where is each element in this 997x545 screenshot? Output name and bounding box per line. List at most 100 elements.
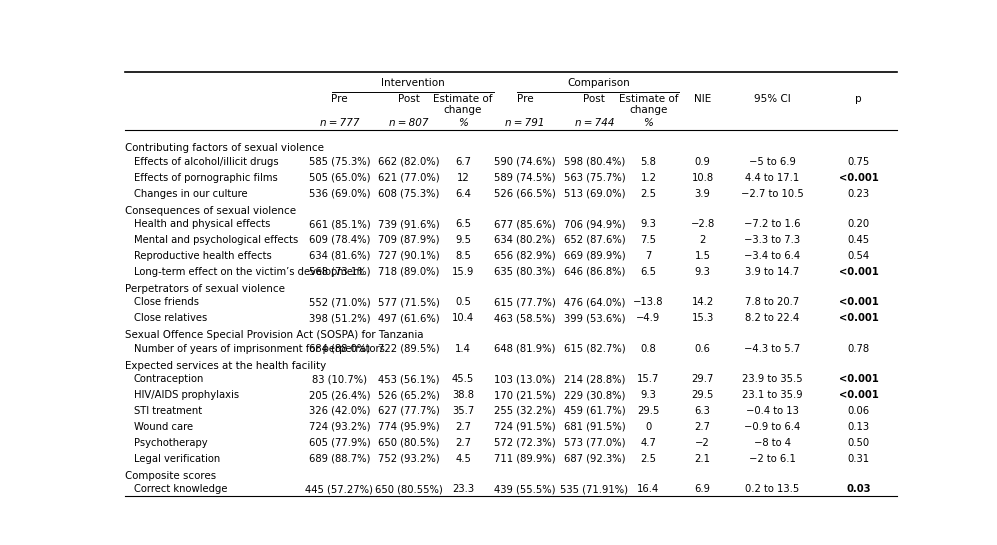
- Text: 706 (94.9%): 706 (94.9%): [563, 219, 625, 229]
- Text: 255 (32.2%): 255 (32.2%): [495, 406, 555, 416]
- Text: −2: −2: [695, 438, 710, 448]
- Text: −0.4 to 13: −0.4 to 13: [746, 406, 799, 416]
- Text: <0.001: <0.001: [838, 267, 878, 277]
- Text: Correct knowledge: Correct knowledge: [134, 485, 227, 494]
- Text: −2 to 6.1: −2 to 6.1: [749, 454, 796, 464]
- Text: 681 (91.5%): 681 (91.5%): [563, 422, 625, 432]
- Text: 29.5: 29.5: [637, 406, 660, 416]
- Text: 709 (87.9%): 709 (87.9%): [378, 235, 440, 245]
- Text: 2.7: 2.7: [455, 438, 471, 448]
- Text: 621 (77.0%): 621 (77.0%): [378, 173, 440, 183]
- Text: −4.3 to 5.7: −4.3 to 5.7: [744, 344, 801, 354]
- Text: 83 (10.7%): 83 (10.7%): [312, 374, 367, 384]
- Text: 656 (82.9%): 656 (82.9%): [495, 251, 555, 261]
- Text: 634 (81.6%): 634 (81.6%): [309, 251, 370, 261]
- Text: HIV/AIDS prophylaxis: HIV/AIDS prophylaxis: [134, 390, 239, 400]
- Text: Legal verification: Legal verification: [134, 454, 220, 464]
- Text: 35.7: 35.7: [452, 406, 475, 416]
- Text: 7.5: 7.5: [640, 235, 656, 245]
- Text: 1.5: 1.5: [695, 251, 711, 261]
- Text: Perpetrators of sexual violence: Perpetrators of sexual violence: [125, 284, 284, 294]
- Text: p: p: [855, 94, 862, 104]
- Text: 6.3: 6.3: [695, 406, 711, 416]
- Text: 29.7: 29.7: [691, 374, 714, 384]
- Text: 661 (85.1%): 661 (85.1%): [309, 219, 370, 229]
- Text: Psychotherapy: Psychotherapy: [134, 438, 207, 448]
- Text: 577 (71.5%): 577 (71.5%): [378, 297, 440, 307]
- Text: 15.3: 15.3: [692, 313, 714, 323]
- Text: 0.2 to 13.5: 0.2 to 13.5: [745, 485, 800, 494]
- Text: 0.6: 0.6: [695, 344, 711, 354]
- Text: 1.2: 1.2: [640, 173, 656, 183]
- Text: 615 (77.7%): 615 (77.7%): [494, 297, 555, 307]
- Text: 752 (93.2%): 752 (93.2%): [378, 454, 440, 464]
- Text: 8.2 to 22.4: 8.2 to 22.4: [745, 313, 800, 323]
- Text: Intervention: Intervention: [381, 77, 445, 88]
- Text: Estimate of
change: Estimate of change: [619, 94, 678, 115]
- Text: 0.9: 0.9: [695, 157, 711, 167]
- Text: Wound care: Wound care: [134, 422, 193, 432]
- Text: 0.13: 0.13: [847, 422, 869, 432]
- Text: <0.001: <0.001: [838, 374, 878, 384]
- Text: Effects of alcohol/illicit drugs: Effects of alcohol/illicit drugs: [134, 157, 278, 167]
- Text: Effects of pornographic films: Effects of pornographic films: [134, 173, 277, 183]
- Text: <0.001: <0.001: [838, 173, 878, 183]
- Text: Sexual Offence Special Provision Act (SOSPA) for Tanzania: Sexual Offence Special Provision Act (SO…: [125, 330, 423, 340]
- Text: 585 (75.3%): 585 (75.3%): [309, 157, 370, 167]
- Text: 652 (87.6%): 652 (87.6%): [563, 235, 625, 245]
- Text: 727 (90.1%): 727 (90.1%): [378, 251, 440, 261]
- Text: 724 (93.2%): 724 (93.2%): [309, 422, 370, 432]
- Text: 687 (92.3%): 687 (92.3%): [563, 454, 625, 464]
- Text: 609 (78.4%): 609 (78.4%): [309, 235, 370, 245]
- Text: 23.1 to 35.9: 23.1 to 35.9: [742, 390, 803, 400]
- Text: Pre: Pre: [331, 94, 348, 104]
- Text: 711 (89.9%): 711 (89.9%): [495, 454, 555, 464]
- Text: 718 (89.0%): 718 (89.0%): [378, 267, 440, 277]
- Text: −2.7 to 10.5: −2.7 to 10.5: [741, 189, 804, 198]
- Text: 677 (85.6%): 677 (85.6%): [495, 219, 555, 229]
- Text: −7.2 to 1.6: −7.2 to 1.6: [744, 219, 801, 229]
- Text: Composite scores: Composite scores: [125, 471, 215, 481]
- Text: 6.4: 6.4: [455, 189, 471, 198]
- Text: %: %: [458, 118, 468, 128]
- Text: 12: 12: [457, 173, 470, 183]
- Text: 2.1: 2.1: [695, 454, 711, 464]
- Text: 2.5: 2.5: [640, 454, 656, 464]
- Text: 6.7: 6.7: [455, 157, 471, 167]
- Text: n = 777: n = 777: [320, 118, 359, 128]
- Text: 4.4 to 17.1: 4.4 to 17.1: [745, 173, 800, 183]
- Text: 453 (56.1%): 453 (56.1%): [378, 374, 440, 384]
- Text: 0.78: 0.78: [847, 344, 869, 354]
- Text: 615 (82.7%): 615 (82.7%): [563, 344, 625, 354]
- Text: 45.5: 45.5: [452, 374, 475, 384]
- Text: <0.001: <0.001: [838, 297, 878, 307]
- Text: 573 (77.0%): 573 (77.0%): [563, 438, 625, 448]
- Text: 3.9: 3.9: [695, 189, 711, 198]
- Text: 634 (80.2%): 634 (80.2%): [495, 235, 555, 245]
- Text: 399 (53.6%): 399 (53.6%): [563, 313, 625, 323]
- Text: Contraception: Contraception: [134, 374, 204, 384]
- Text: 739 (91.6%): 739 (91.6%): [378, 219, 440, 229]
- Text: 15.7: 15.7: [637, 374, 660, 384]
- Text: 0.5: 0.5: [455, 297, 471, 307]
- Text: 29.5: 29.5: [691, 390, 714, 400]
- Text: −8 to 4: −8 to 4: [754, 438, 791, 448]
- Text: 459 (61.7%): 459 (61.7%): [563, 406, 625, 416]
- Text: 0.20: 0.20: [847, 219, 869, 229]
- Text: 9.5: 9.5: [455, 235, 471, 245]
- Text: Consequences of sexual violence: Consequences of sexual violence: [125, 205, 296, 216]
- Text: 1.4: 1.4: [455, 344, 471, 354]
- Text: 774 (95.9%): 774 (95.9%): [378, 422, 440, 432]
- Text: 648 (81.9%): 648 (81.9%): [495, 344, 555, 354]
- Text: 590 (74.6%): 590 (74.6%): [495, 157, 555, 167]
- Text: 650 (80.5%): 650 (80.5%): [378, 438, 440, 448]
- Text: 689 (88.7%): 689 (88.7%): [309, 454, 370, 464]
- Text: 205 (26.4%): 205 (26.4%): [309, 390, 370, 400]
- Text: 3.9 to 14.7: 3.9 to 14.7: [745, 267, 800, 277]
- Text: Comparison: Comparison: [567, 77, 630, 88]
- Text: Mental and psychological effects: Mental and psychological effects: [134, 235, 298, 245]
- Text: Post: Post: [583, 94, 605, 104]
- Text: −4.9: −4.9: [636, 313, 661, 323]
- Text: 662 (82.0%): 662 (82.0%): [378, 157, 440, 167]
- Text: Pre: Pre: [516, 94, 533, 104]
